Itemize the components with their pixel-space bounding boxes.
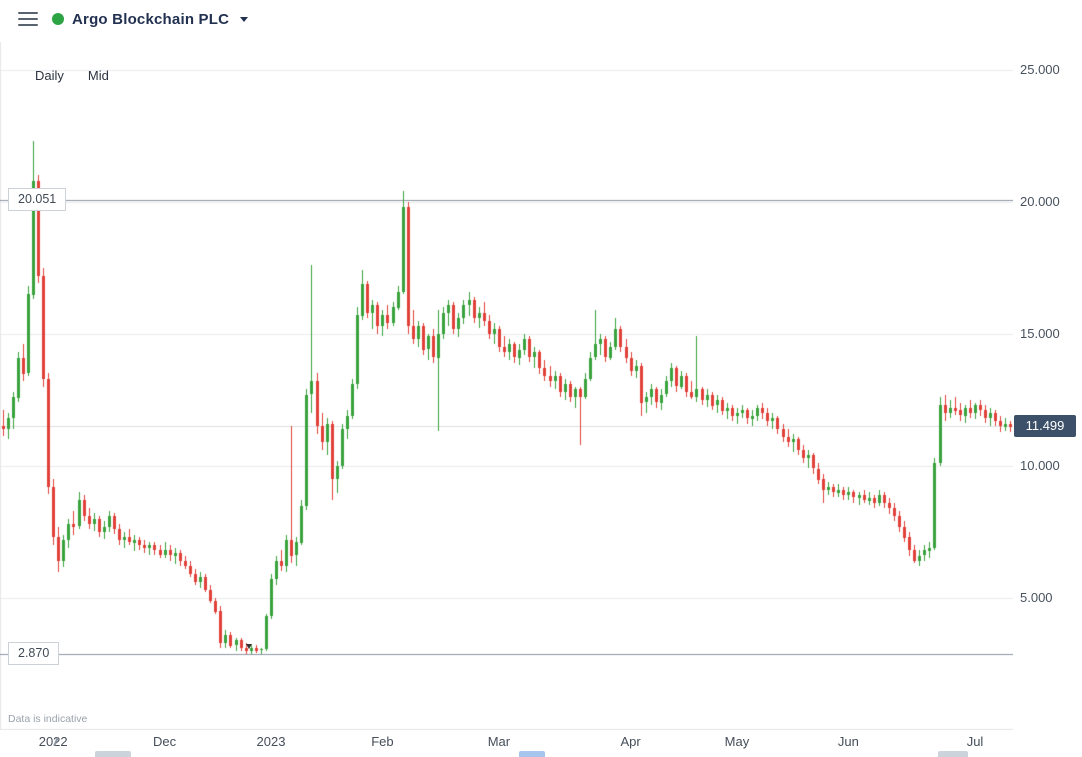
price-axis-label: 15.000 <box>1020 325 1060 341</box>
low-level-label: 2.870 <box>8 642 60 666</box>
time-axis-label: Feb <box>371 734 394 749</box>
hamburger-menu-icon[interactable] <box>18 12 38 26</box>
price-chart-canvas[interactable] <box>0 42 1013 730</box>
time-axis-label: Apr <box>620 734 641 749</box>
time-axis-label: 2023 <box>256 734 286 749</box>
swing-low-marker-icon <box>246 644 252 649</box>
bottom-ui-fragment <box>95 751 131 757</box>
time-axis-label: Jul <box>966 734 984 749</box>
timeframe-daily-button[interactable]: Daily <box>35 68 64 83</box>
bottom-ui-fragment <box>938 751 968 757</box>
high-level-label: 20.051 <box>8 188 67 212</box>
data-indicative-disclaimer: Data is indicative <box>8 713 88 725</box>
current-price-badge: 11.499 <box>1014 415 1076 438</box>
header-bar: Argo Blockchain PLC <box>0 0 1082 38</box>
bottom-ui-fragment-active <box>519 751 545 757</box>
price-axis-label: 10.000 <box>1020 457 1060 473</box>
time-axis-label: Dec <box>153 734 177 749</box>
chart-toolbar: Daily Mid <box>35 68 109 83</box>
time-axis-label: Mar <box>487 734 511 749</box>
time-axis-label: 2022 <box>38 734 68 749</box>
price-axis-label: 25.000 <box>1020 61 1060 77</box>
instrument-title: Argo Blockchain PLC <box>72 10 230 28</box>
instrument-selector[interactable]: Argo Blockchain PLC <box>52 10 249 28</box>
price-axis-label: 20.000 <box>1020 193 1060 209</box>
price-axis-label: 5.000 <box>1020 589 1053 605</box>
market-open-status-dot <box>52 13 64 25</box>
price-type-mid-button[interactable]: Mid <box>87 68 109 83</box>
chevron-down-icon <box>240 16 249 22</box>
time-axis-label: Jun <box>837 734 859 749</box>
time-axis-label: May <box>724 734 750 749</box>
